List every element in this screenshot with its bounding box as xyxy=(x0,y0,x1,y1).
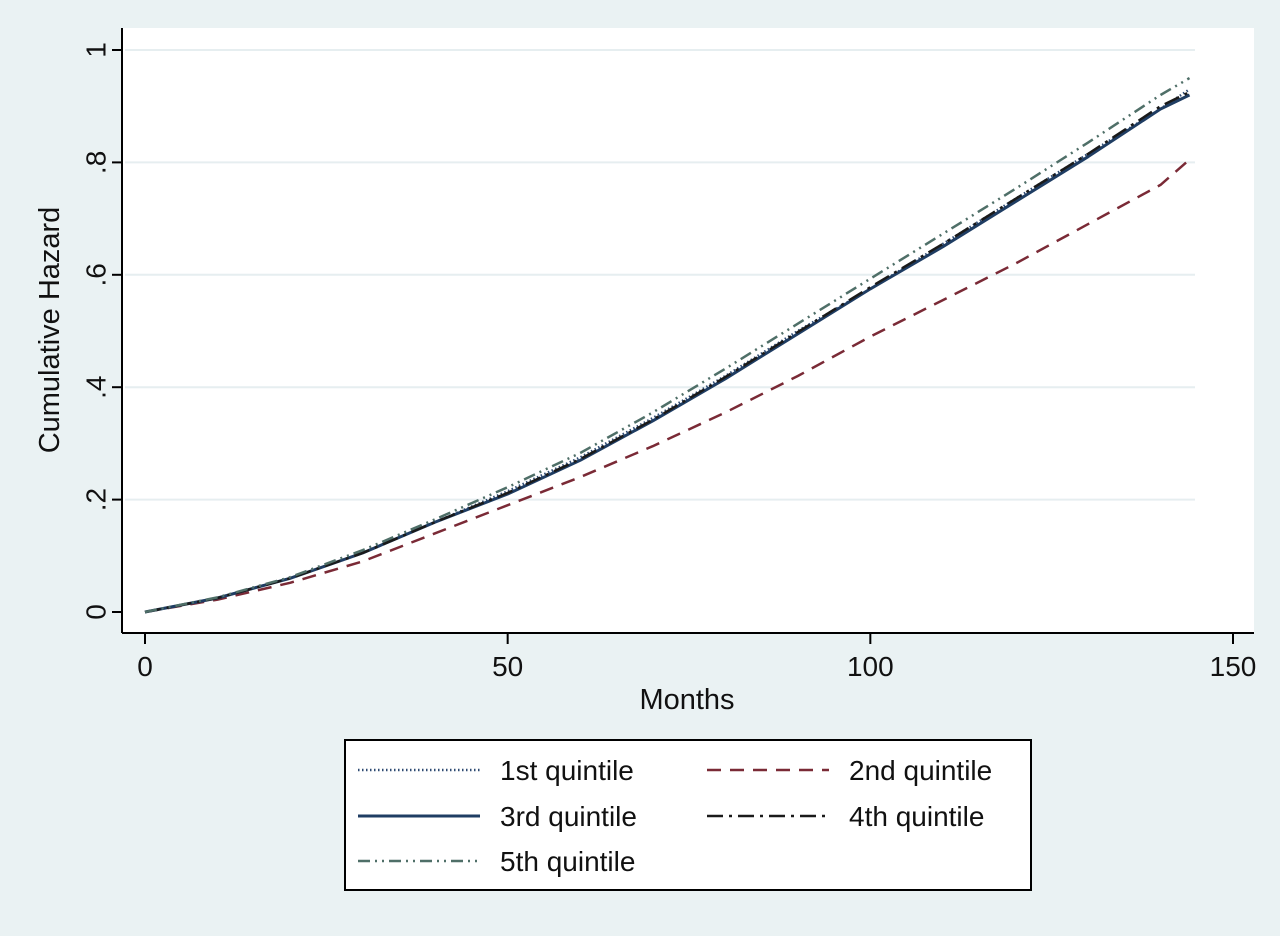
x-tick-label: 100 xyxy=(847,651,894,682)
legend-label-1: 1st quintile xyxy=(500,755,634,786)
axes xyxy=(121,28,1254,634)
series-lines xyxy=(144,77,1191,614)
x-tick-label: 50 xyxy=(492,651,523,682)
x-tick-label: 0 xyxy=(137,651,153,682)
y-tick-label: .2 xyxy=(81,488,112,511)
series-line-2 xyxy=(144,158,1191,614)
series-line-4 xyxy=(144,90,1191,614)
legend-label-3: 3rd quintile xyxy=(500,801,637,832)
tick-marks: 0 .2 .4 .6 .8 1 0 50 100 150 xyxy=(81,42,1257,682)
y-tick-label: .8 xyxy=(81,151,112,174)
y-axis-label: Cumulative Hazard xyxy=(34,207,66,454)
series-line-5 xyxy=(144,77,1191,614)
x-axis-label: Months xyxy=(639,684,734,716)
y-tick-label: 1 xyxy=(81,42,112,58)
legend-label-4: 4th quintile xyxy=(849,801,984,832)
plot-area xyxy=(122,28,1254,633)
legend-label-2: 2nd quintile xyxy=(849,755,992,786)
gridlines xyxy=(125,49,1195,501)
y-tick-label: 0 xyxy=(81,604,112,620)
series-line-1 xyxy=(144,88,1191,614)
x-tick-label: 150 xyxy=(1210,651,1257,682)
y-tick-label: .6 xyxy=(81,263,112,286)
y-tick-label: .4 xyxy=(81,376,112,399)
legend: 1st quintile 2nd quintile 3rd quintile 4th … xyxy=(344,739,1032,891)
legend-label-5: 5th quintile xyxy=(500,846,635,877)
